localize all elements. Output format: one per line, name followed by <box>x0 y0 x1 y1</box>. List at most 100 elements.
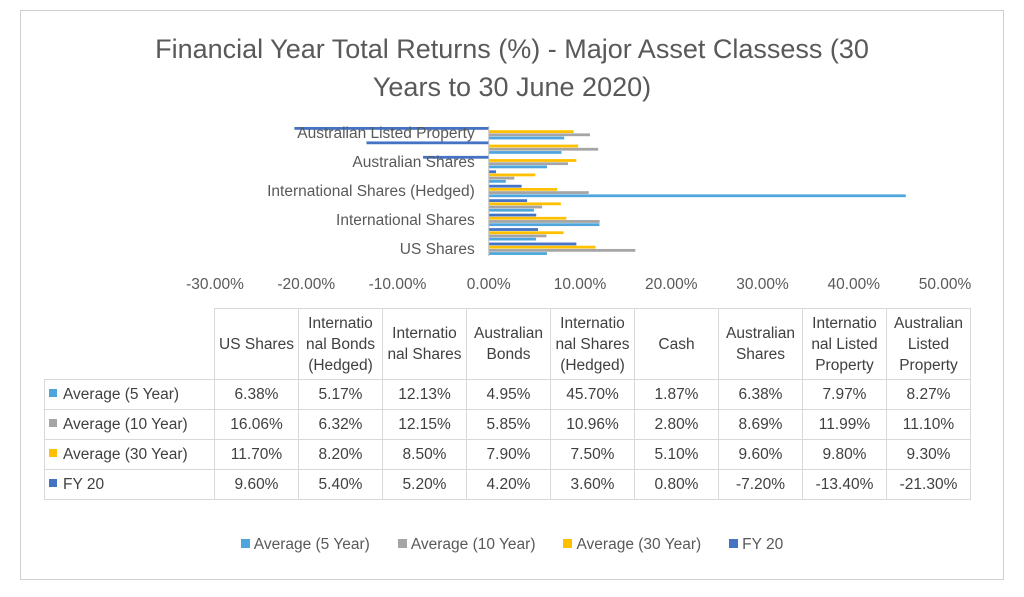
x-tick-label: -30.00% <box>186 276 244 293</box>
bar-mark <box>488 151 562 154</box>
table-cell: 7.97% <box>802 379 887 410</box>
bar-mark <box>488 133 591 137</box>
x-tick-label: -20.00% <box>277 276 335 293</box>
legend-label: Average (30 Year) <box>576 536 702 553</box>
table-cell: 9.60% <box>214 469 299 500</box>
table-row: Average (10 Year) 16.06% 6.32% 12.15% 5.85% 1… <box>44 409 971 440</box>
table-cell: 1.87% <box>634 379 719 410</box>
bar-mark <box>366 141 489 145</box>
table-cell: 11.99% <box>802 409 887 440</box>
table-cell: 11.10% <box>886 409 971 440</box>
table-cell: 4.95% <box>466 379 551 410</box>
table-cell: -7.20% <box>718 469 803 500</box>
bar-mark <box>488 252 547 255</box>
legend-swatch <box>240 539 250 549</box>
chart-legend: Average (5 Year) Average (10 Year) Average… <box>0 536 1024 554</box>
x-tick-label: 10.00% <box>554 276 607 293</box>
table-cell: 8.20% <box>298 439 383 470</box>
table-cell: 6.38% <box>718 379 803 410</box>
category-axis-label: International Shares <box>336 212 475 229</box>
table-column-header: US Shares <box>214 308 299 380</box>
bar-mark <box>488 165 547 169</box>
bar-mark <box>488 194 906 198</box>
x-tick-label: 40.00% <box>827 276 880 293</box>
legend-swatch <box>729 539 739 549</box>
table-cell: -21.30% <box>886 469 971 500</box>
legend-item: Average (10 Year) <box>397 536 536 554</box>
table-cell: 5.85% <box>466 409 551 440</box>
table-cell: 45.70% <box>550 379 635 410</box>
legend-label: FY 20 <box>742 536 784 553</box>
bar-mark <box>423 155 489 159</box>
bar-mark <box>488 234 547 238</box>
bar-mark <box>488 237 536 241</box>
chart-title: Financial Year Total Returns (%) - Major… <box>0 30 1024 106</box>
chart-frame <box>20 10 1004 580</box>
table-column-header: Australian Listed Property <box>886 308 971 380</box>
table-row-header: Average (5 Year) <box>44 379 215 410</box>
table-cell: 5.20% <box>382 469 467 500</box>
bar-mark <box>488 213 537 217</box>
x-tick-label: -10.00% <box>369 276 427 293</box>
table-row-header: Average (10 Year) <box>44 409 215 440</box>
table-cell: 6.38% <box>214 379 299 410</box>
table-cell: 5.17% <box>298 379 383 410</box>
table-column-header: Internatio nal Bonds (Hedged) <box>298 308 383 380</box>
bar-mark <box>294 127 489 130</box>
legend-item: Average (5 Year) <box>240 536 370 554</box>
legend-label: Average (10 Year) <box>410 536 536 553</box>
table-cell: -13.40% <box>802 469 887 500</box>
table-row: Average (30 Year) 11.70% 8.20% 8.50% 7.90% 7.… <box>44 439 971 470</box>
table-cell: 4.20% <box>466 469 551 500</box>
bar-mark <box>488 173 536 177</box>
table-cell: 9.80% <box>802 439 887 470</box>
table-row-header: FY 20 <box>44 469 215 500</box>
table-cell: 10.96% <box>550 409 635 440</box>
table-cell: 8.27% <box>886 379 971 410</box>
bar-mark <box>488 162 569 166</box>
chart-title-line-1: Financial Year Total Returns (%) - Major… <box>155 34 869 64</box>
table-row-header: Average (30 Year) <box>44 439 215 470</box>
bar-mark <box>488 199 528 203</box>
table-column-header: Internatio nal Shares (Hedged) <box>550 308 635 380</box>
table-corner <box>45 309 215 380</box>
bar-mark <box>488 179 506 183</box>
table-cell: 0.80% <box>634 469 719 500</box>
x-tick-label: 20.00% <box>645 276 698 293</box>
table-cell: 16.06% <box>214 409 299 440</box>
bar-mark <box>488 205 543 209</box>
bar-mark <box>488 208 534 212</box>
legend-swatch <box>49 449 57 458</box>
table-cell: 6.32% <box>298 409 383 440</box>
table-column-header: Australian Shares <box>718 308 803 380</box>
bar-mark <box>488 242 577 246</box>
table-cell: 8.69% <box>718 409 803 440</box>
legend-swatch <box>397 539 407 549</box>
table-row: FY 20 9.60% 5.40% 5.20% 4.20% 3.60% 0.80% -7.20… <box>44 469 971 500</box>
bar-mark <box>488 191 589 194</box>
table-cell: 9.30% <box>886 439 971 470</box>
bar-mark <box>488 216 567 220</box>
table-column-header: Australian Bonds <box>466 308 551 380</box>
table-row: Average (5 Year) 6.38% 5.17% 12.13% 4.95% 45.… <box>44 379 971 410</box>
bar-mark <box>488 176 515 180</box>
category-axis-label: International Shares (Hedged) <box>267 183 475 200</box>
bar-mark <box>488 220 600 223</box>
legend-swatch <box>563 539 573 549</box>
table-cell: 3.60% <box>550 469 635 500</box>
bar-mark <box>488 184 522 188</box>
table-cell: 2.80% <box>634 409 719 440</box>
bar-mark <box>488 223 600 227</box>
legend-swatch <box>49 389 57 398</box>
bar-mark <box>488 136 565 140</box>
bar-mark <box>488 130 574 133</box>
bar-mark <box>488 147 599 151</box>
bar-mark <box>488 187 558 191</box>
x-tick-label: 50.00% <box>919 276 972 293</box>
bar-mark <box>488 245 596 249</box>
table-cell: 12.15% <box>382 409 467 440</box>
bar-mark <box>488 144 579 148</box>
bar-plot: US Shares International Shares Internation… <box>186 125 972 293</box>
legend-item: Average (30 Year) <box>563 536 701 554</box>
table-cell: 5.40% <box>298 469 383 500</box>
